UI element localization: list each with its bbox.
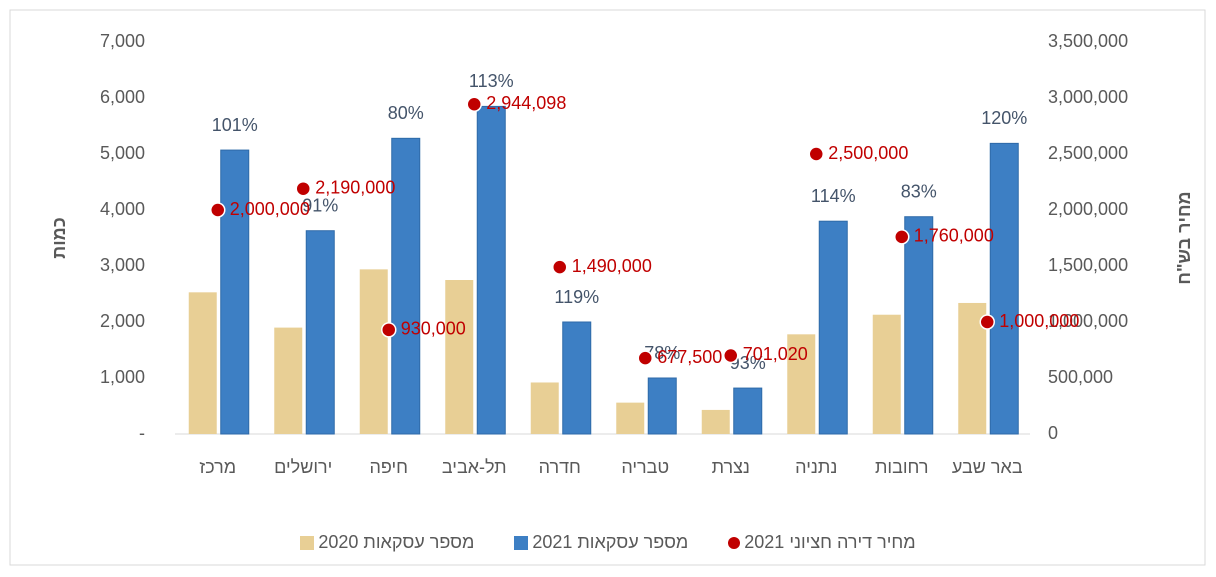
y-tick-label: 6,000 — [100, 87, 145, 107]
x-tick-label: חיפה — [369, 457, 409, 477]
bar — [787, 334, 816, 434]
bar-annotation: 113% — [469, 71, 514, 91]
price-point — [552, 259, 568, 275]
price-point — [381, 322, 397, 338]
data-label: 677,500 — [657, 347, 722, 367]
legend-marker — [300, 535, 315, 550]
bar-annotation: 83% — [901, 181, 937, 201]
legend: מחיר דירה חציוני 2021 מספר עסקאות 2021 מספ… — [0, 532, 1216, 553]
chart-border — [9, 9, 1206, 566]
price-point — [894, 229, 910, 245]
y2-tick-label: 3,500,000 — [1048, 31, 1128, 51]
y-tick-label: 1,000 — [100, 367, 145, 387]
y-axis-label: כמות — [49, 217, 69, 258]
data-label: 1,490,000 — [572, 256, 652, 276]
data-label: 2,190,000 — [315, 177, 395, 197]
y-tick-label: 3,000 — [100, 255, 145, 275]
bar — [188, 292, 217, 434]
y2-tick-label: 1,500,000 — [1048, 255, 1128, 275]
legend-marker — [514, 535, 529, 550]
x-tick-label: באר שבע — [951, 457, 1023, 477]
bar — [220, 149, 250, 435]
x-tick-label: חדרה — [538, 457, 581, 477]
bar — [445, 280, 474, 434]
data-label: 2,944,098 — [486, 93, 566, 113]
bar — [562, 321, 592, 435]
price-point — [723, 347, 739, 364]
legend-item: מספר עסקאות 2021 — [514, 532, 688, 553]
bar-annotation: 78% — [644, 343, 680, 363]
x-tick-label: טבריה — [621, 457, 670, 477]
x-tick-label: רחובות — [875, 457, 929, 477]
x-tick-label: תל-אביב — [441, 457, 507, 477]
y2-tick-label: 500,000 — [1048, 367, 1113, 387]
bar — [305, 230, 335, 435]
data-label: 2,000,000 — [230, 199, 310, 219]
bar — [476, 105, 506, 435]
bar — [733, 387, 763, 435]
bar-annotation: 120% — [981, 108, 1027, 128]
y2-axis-label: מחיר בש"ח — [1174, 191, 1194, 284]
x-tick-label: ירושלים — [274, 457, 333, 477]
bar — [359, 269, 388, 434]
y-tick-label: 7,000 — [100, 31, 145, 51]
x-tick-label: נתניה — [795, 457, 838, 477]
bar — [274, 327, 303, 434]
legend-marker — [728, 536, 741, 549]
bar — [616, 402, 645, 434]
bar-annotation: 93% — [730, 353, 766, 373]
legend-item: מספר עסקאות 2020 — [300, 532, 474, 553]
bar-annotation: 91% — [302, 195, 338, 215]
y-tick-label: 2,000 — [100, 311, 145, 331]
bar — [989, 142, 1019, 435]
bar-annotation: 114% — [811, 186, 856, 206]
bar-annotation: 80% — [388, 103, 424, 123]
data-label: 930,000 — [401, 319, 466, 339]
bar-annotation: 101% — [212, 115, 258, 135]
y2-tick-label: 1,000,000 — [1048, 311, 1128, 331]
y-tick-label: 4,000 — [100, 199, 145, 219]
legend-label: מספר עסקאות 2020 — [318, 532, 475, 552]
y-tick-label: - — [139, 423, 145, 443]
bar — [647, 377, 677, 435]
legend-item: מחיר דירה חציוני 2021 — [728, 532, 916, 553]
bar — [904, 216, 934, 435]
data-label: 701,020 — [743, 344, 808, 364]
bar — [701, 409, 730, 434]
legend-label: מחיר דירה חציוני 2021 — [744, 532, 916, 552]
data-label: 2,500,000 — [828, 143, 908, 163]
x-tick-label: מרכז — [199, 457, 237, 477]
data-label: 1,000,000 — [999, 311, 1079, 331]
bar — [872, 314, 901, 434]
bar-annotation: 119% — [554, 287, 599, 307]
price-point — [295, 180, 311, 197]
bar — [818, 220, 848, 435]
x-tick-label: נצרת — [711, 457, 750, 477]
data-label: 1,760,000 — [914, 226, 994, 246]
bar — [391, 137, 421, 435]
y2-tick-label: 0 — [1048, 423, 1058, 443]
y-tick-label: 5,000 — [100, 143, 145, 163]
legend-label: מספר עסקאות 2021 — [532, 532, 689, 552]
price-point — [466, 96, 482, 113]
price-point — [637, 350, 653, 366]
y2-tick-label: 2,500,000 — [1048, 143, 1128, 163]
y2-tick-label: 2,000,000 — [1048, 199, 1128, 219]
price-point — [979, 314, 995, 330]
price-point — [808, 146, 824, 162]
price-point — [210, 202, 226, 218]
y2-tick-label: 3,000,000 — [1048, 87, 1128, 107]
bar — [530, 382, 559, 434]
